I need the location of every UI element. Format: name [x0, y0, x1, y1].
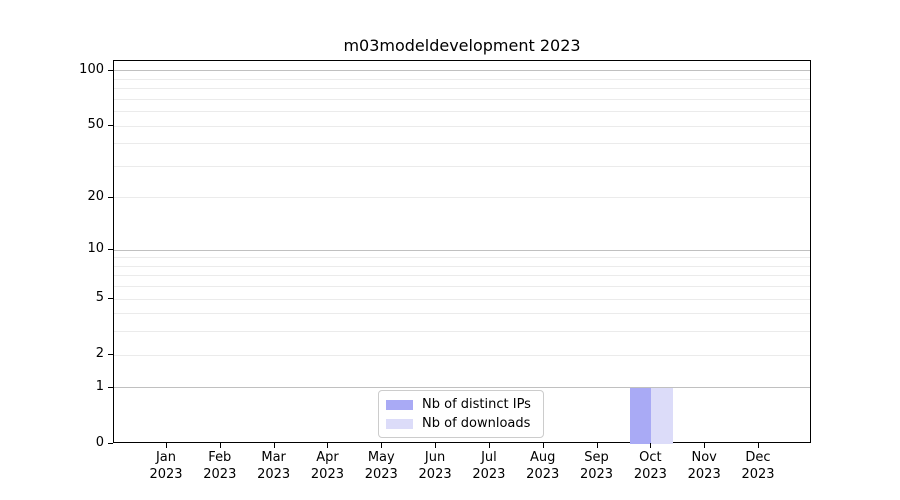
x-tick-year: 2023 — [257, 467, 291, 482]
x-tick-month: Sep — [584, 450, 609, 465]
x-tick-label: Sep 2023 — [562, 449, 632, 483]
y-gridline-minor — [114, 88, 810, 90]
x-tick-year: 2023 — [203, 467, 237, 482]
y-gridline-minor — [114, 125, 810, 127]
x-tick-label: Apr 2023 — [292, 449, 362, 483]
x-axis-tick — [166, 443, 167, 448]
plot-area — [113, 60, 811, 444]
y-gridline-major — [114, 249, 810, 251]
y-tick-label: 20 — [87, 188, 104, 204]
x-tick-year: 2023 — [579, 467, 614, 482]
y-tick-label: 2 — [95, 346, 104, 362]
x-tick-label: Jan 2023 — [131, 449, 201, 483]
y-gridline-major — [114, 387, 810, 389]
x-axis-tick — [596, 443, 598, 448]
y-gridline-minor — [114, 78, 810, 80]
y-tick-label: 1 — [95, 378, 104, 394]
x-tick-month: May — [367, 450, 395, 465]
x-tick-year: 2023 — [310, 467, 344, 482]
y-gridline-minor — [114, 286, 810, 288]
y-gridline-minor — [114, 275, 810, 277]
x-tick-label: May 2023 — [346, 449, 416, 483]
y-gridline-minor — [114, 313, 810, 315]
y-axis-tick — [108, 125, 113, 127]
y-gridline-minor — [114, 257, 810, 259]
x-tick-month: Oct — [639, 450, 662, 465]
y-tick-label: 5 — [95, 290, 104, 306]
x-tick-year: 2023 — [364, 467, 398, 482]
x-tick-year: 2023 — [149, 467, 183, 482]
y-axis-tick — [108, 354, 113, 356]
x-tick-label: Nov 2023 — [669, 449, 739, 483]
y-gridline-minor — [114, 143, 810, 145]
x-tick-label: Aug 2023 — [508, 449, 578, 483]
x-tick-label: Mar 2023 — [239, 449, 309, 483]
x-tick-month: Jul — [481, 450, 497, 465]
y-gridline-minor — [114, 354, 810, 356]
x-axis-tick — [488, 443, 490, 448]
y-gridline-minor — [114, 111, 810, 113]
y-gridline-minor — [114, 265, 810, 267]
legend-item: Nb of distinct IPs — [386, 397, 535, 412]
legend-label: Nb of distinct IPs — [422, 397, 531, 412]
y-tick-label: 10 — [87, 241, 104, 257]
y-gridline-minor — [114, 197, 810, 199]
x-tick-month: Jan — [155, 450, 177, 465]
x-tick-year: 2023 — [472, 467, 506, 482]
x-axis-tick — [435, 443, 437, 448]
x-axis-tick — [650, 443, 652, 448]
x-tick-label: Dec 2023 — [723, 449, 793, 483]
x-axis-tick — [758, 443, 759, 448]
y-tick-label: 100 — [79, 61, 104, 77]
x-axis-tick — [273, 443, 275, 448]
y-gridline-minor — [114, 165, 810, 167]
x-axis-tick — [704, 443, 706, 448]
x-tick-year: 2023 — [526, 467, 560, 482]
y-gridline-minor — [114, 298, 810, 300]
x-axis-tick — [542, 443, 544, 448]
y-tick-label: 0 — [95, 435, 104, 450]
legend-item: Nb of downloads — [386, 416, 535, 431]
legend: Nb of distinct IPs Nb of downloads — [378, 390, 544, 438]
bar-distinct-ips — [629, 387, 652, 444]
legend-label: Nb of downloads — [422, 416, 531, 431]
legend-swatch — [386, 418, 413, 429]
y-axis-tick — [108, 196, 113, 198]
x-axis-tick — [219, 443, 221, 448]
chart-title: m03modeldevelopment 2023 — [343, 36, 581, 55]
x-tick-month: Nov — [691, 450, 717, 465]
y-tick-label: 50 — [87, 117, 104, 133]
x-tick-label: Oct 2023 — [615, 449, 685, 483]
x-tick-month: Dec — [745, 450, 771, 465]
x-tick-label: Jul 2023 — [454, 449, 524, 483]
y-axis-tick — [108, 298, 113, 300]
x-tick-year: 2023 — [687, 467, 721, 482]
x-tick-month: Apr — [316, 450, 339, 465]
x-axis-tick — [327, 443, 329, 448]
x-tick-month: Aug — [530, 450, 556, 465]
x-tick-year: 2023 — [741, 467, 775, 482]
y-gridline-minor — [114, 98, 810, 100]
y-axis-tick — [108, 443, 113, 444]
y-gridline-major — [114, 70, 810, 72]
legend-swatch — [386, 399, 413, 410]
x-tick-month: Feb — [208, 450, 232, 465]
y-gridline-minor — [114, 331, 810, 333]
x-axis-tick — [381, 443, 383, 448]
y-axis-tick — [108, 249, 113, 251]
x-tick-year: 2023 — [633, 467, 667, 482]
y-axis-tick — [108, 69, 113, 71]
x-tick-label: Feb 2023 — [185, 449, 255, 483]
x-tick-month: Jun — [424, 450, 446, 465]
y-axis-tick — [108, 386, 113, 388]
x-tick-label: Jun 2023 — [400, 449, 470, 483]
bar-downloads — [651, 387, 673, 444]
x-tick-month: Mar — [261, 450, 286, 465]
x-tick-year: 2023 — [418, 467, 452, 482]
